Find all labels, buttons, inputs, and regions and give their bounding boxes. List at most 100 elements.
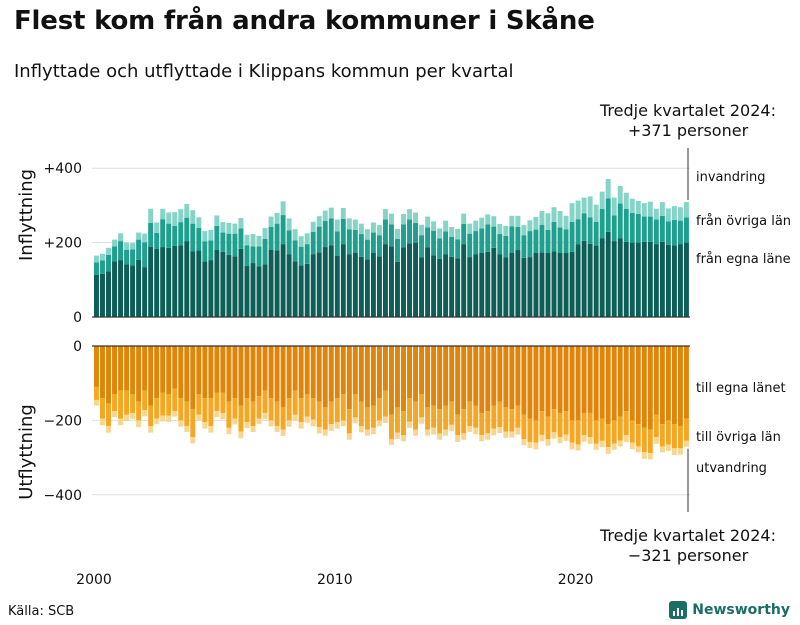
bar-in-2 [665,208,671,222]
bar-in-0 [244,266,250,317]
bar-in-0 [250,263,256,317]
bar-out-2 [340,420,346,427]
bar-out-2 [130,412,136,419]
bar-out-1 [208,398,214,426]
bar-in-0 [677,244,683,317]
bar-out-1 [106,403,111,426]
bar-in-1 [190,223,196,252]
bar-out-0 [322,346,328,408]
bar-in-2 [473,220,479,232]
bar-in-2 [382,209,388,220]
bar-in-1 [268,226,274,250]
bar-out-1 [611,420,617,444]
bar-in-1 [238,228,244,249]
bar-out-1 [220,392,226,413]
bar-out-1 [425,407,431,430]
bar-in-1 [449,237,455,257]
bar-in-1 [425,227,431,248]
bar-in-1 [292,240,298,262]
bar-in-0 [539,252,545,317]
bar-in-0 [671,245,677,317]
bar-out-2 [274,425,280,432]
bar-in-1 [563,229,569,254]
bar-in-0 [316,252,322,317]
bar-out-2 [401,435,406,442]
bar-out-1 [340,394,346,421]
bar-out-1 [509,409,515,432]
bar-in-0 [587,243,593,317]
bar-in-2 [641,203,647,217]
bar-out-2 [605,447,611,454]
bar-out-1 [232,398,238,419]
bar-out-2 [202,422,208,429]
bar-out-0 [683,346,689,419]
xtick-label: 2020 [558,572,594,588]
bar-in-2 [154,222,160,233]
bar-in-1 [202,241,208,262]
bar-in-0 [238,248,244,317]
bar-in-1 [196,227,202,251]
bar-out-1 [641,427,647,453]
bar-in-2 [425,216,431,228]
bar-out-2 [419,417,425,424]
bar-in-0 [599,238,605,317]
bar-in-1 [286,230,292,255]
bar-out-1 [587,412,593,438]
bar-out-1 [268,398,274,421]
bar-in-1 [437,238,443,259]
bar-in-1 [419,235,425,258]
bar-out-2 [184,425,190,432]
bar-out-2 [437,433,443,440]
bar-in-0 [262,264,268,317]
bar-in-1 [316,226,322,253]
bar-in-1 [533,229,539,253]
bar-in-2 [328,207,334,219]
bar-in-2 [569,203,575,222]
bar-in-2 [539,210,545,225]
bar-out-2 [635,446,641,453]
bar-in-0 [683,242,689,317]
bar-out-1 [593,420,599,444]
bar-out-0 [425,346,431,408]
bar-in-1 [172,225,178,246]
bar-out-0 [220,346,226,393]
bar-in-2 [593,204,599,222]
bar-out-2 [286,420,292,427]
bar-out-2 [533,442,539,450]
bar-in-1 [376,235,382,257]
bar-out-1 [100,398,105,419]
bar-out-0 [124,346,130,391]
bar-out-0 [130,346,136,395]
bar-out-0 [623,346,629,412]
bar-out-2 [407,421,412,428]
bar-out-1 [605,424,611,448]
bar-out-0 [202,346,208,399]
chart-title: Flest kom från andra kommuner i Skåne [14,6,595,36]
bar-out-0 [437,346,443,410]
bar-in-1 [443,231,449,255]
bar-out-1 [358,401,364,426]
bar-out-2 [118,418,124,426]
bar-out-2 [388,439,394,445]
bar-in-2 [521,225,527,236]
bar-out-1 [352,394,358,418]
xtick-label: 2010 [317,572,353,588]
bar-in-0 [190,251,196,317]
bar-in-2 [467,223,473,234]
bar-in-1 [467,233,473,258]
bar-out-0 [148,346,154,406]
bar-in-2 [395,228,400,239]
bar-in-2 [623,192,629,209]
bar-out-0 [515,346,521,406]
series-label-top: från övriga län [696,214,791,229]
bar-out-1 [623,411,629,436]
bar-out-0 [443,346,449,406]
bar-out-2 [136,420,142,428]
bar-out-0 [316,346,322,402]
bar-out-1 [196,394,202,415]
y-axis-label-bottom: Utflyttning [16,404,37,500]
bar-out-0 [118,346,124,391]
bar-in-1 [401,224,406,248]
bar-in-1 [154,232,160,249]
bar-out-1 [497,401,503,428]
